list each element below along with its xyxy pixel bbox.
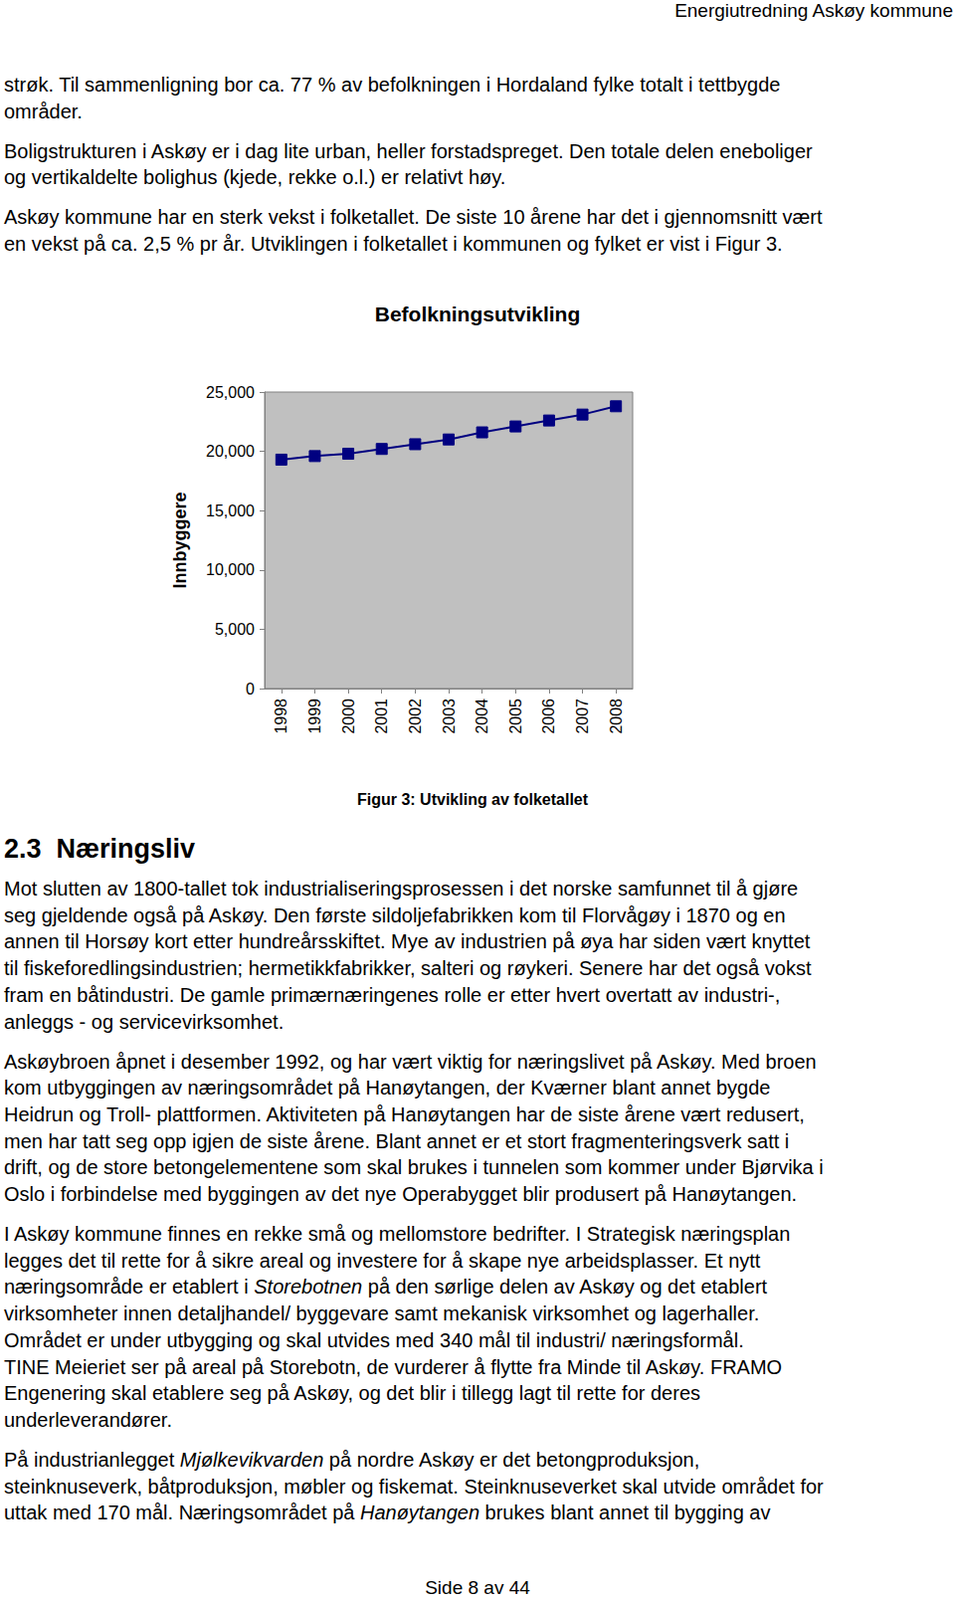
html-text:Figur 3: Utvikling av folketal: Figur 3: Utvikling av folketallet <box>357 790 588 808</box>
html-text:annen til Horsøy kort etter hu: annen til Horsøy kort etter hundreårsski… <box>3 930 811 953</box>
html-text:På industrianlegget Mjølkevikv: På industrianlegget Mjølkevikvarden på n… <box>3 1448 700 1471</box>
html-text:områder.: områder. <box>3 100 83 123</box>
svg-text:2003: 2003 <box>440 698 458 735</box>
html-text:virksomheter innen detaljhande: virksomheter innen detaljhandel/ byggeva… <box>3 1302 760 1325</box>
html-text:anleggs - og servicevirksomhet: anleggs - og servicevirksomhet. <box>3 1010 284 1033</box>
html-text:Side 8 av 44: Side 8 av 44 <box>424 1576 531 1598</box>
html-text:steinknuseverk, båtproduksjon,: steinknuseverk, båtproduksjon, møbler og… <box>3 1474 824 1497</box>
html-text:Askøybroen åpnet i desember 19: Askøybroen åpnet i desember 1992, og har… <box>3 1050 817 1072</box>
html-text:en vekst på ca. 2,5 % pr år. U: en vekst på ca. 2,5 % pr år. Utviklingen… <box>3 232 783 255</box>
svg-text:10,000: 10,000 <box>205 561 255 578</box>
html-text:legges det til rette for å sik: legges det til rette for å sikre areal o… <box>3 1249 761 1272</box>
svg-text:2001: 2001 <box>373 698 390 735</box>
svg-text:Innbyggere: Innbyggere <box>170 491 191 588</box>
svg-text:2000: 2000 <box>340 698 358 735</box>
svg-text:2008: 2008 <box>607 698 625 735</box>
html-text:strøk. Til sammenligning bor c: strøk. Til sammenligning bor ca. 77 % av… <box>3 73 781 96</box>
html-text:fram en båtindustri. De gamle: fram en båtindustri. De gamle primærnæri… <box>3 983 781 1006</box>
html-text:I Askøy kommune finnes en rekk: I Askøy kommune finnes en rekke små og m… <box>3 1222 791 1245</box>
html-text:til fiskeforedlingsindustrien;: til fiskeforedlingsindustrien; hermetikk… <box>3 957 812 979</box>
svg-text:2005: 2005 <box>507 698 525 735</box>
svg-text:2004: 2004 <box>473 698 491 735</box>
svg-text:1998: 1998 <box>272 698 290 735</box>
html-text:Området er under utbygging og: Området er under utbygging og skal utvid… <box>3 1328 744 1351</box>
html-text:uttak med 170 mål. Næringsområ: uttak med 170 mål. Næringsområdet på Han… <box>3 1501 771 1524</box>
svg-text:2002: 2002 <box>406 698 424 735</box>
html-text:seg gjeldende også på Askøy. D: seg gjeldende også på Askøy. Den første … <box>3 903 786 926</box>
html-text:næringsområde er etablert i St: næringsområde er etablert i Storebotnen … <box>3 1275 768 1298</box>
svg-text:2007: 2007 <box>573 698 591 735</box>
html-text:underleverandører.: underleverandører. <box>3 1408 173 1431</box>
svg-text:25,000: 25,000 <box>205 383 255 401</box>
html-text:men har tatt seg opp igjen de: men har tatt seg opp igjen de siste åren… <box>3 1129 790 1152</box>
html-text:Oslo i forbindelse med bygging: Oslo i forbindelse med byggingen av det … <box>3 1182 798 1205</box>
svg-text:5,000: 5,000 <box>214 620 255 638</box>
svg-text:0: 0 <box>245 680 255 698</box>
html-text:Askøy kommune har en sterk vek: Askøy kommune har en sterk vekst i folke… <box>3 206 823 229</box>
svg-text:1999: 1999 <box>306 698 324 735</box>
html-text:drift, og de store betongeleme: drift, og de store betongelementene som … <box>3 1156 824 1179</box>
html-text:Energiutredning Askøy kommune: Energiutredning Askøy kommune <box>674 0 954 21</box>
html-text:og vertikaldelte bolighus (kje: og vertikaldelte bolighus (kjede, rekke … <box>3 166 506 189</box>
html-text:2.3 Næringsliv: 2.3 Næringsliv <box>3 833 196 864</box>
html-text:Boligstrukturen i Askøy er i d: Boligstrukturen i Askøy er i dag lite ur… <box>3 139 813 162</box>
html-text:Mot slutten av 1800-tallet tok: Mot slutten av 1800-tallet tok industria… <box>3 877 799 900</box>
svg-text:15,000: 15,000 <box>205 502 255 520</box>
html-text:kom utbyggingen av næringsområ: kom utbyggingen av næringsområdet på Han… <box>3 1076 771 1099</box>
html-text:Engenering skal etablere seg p: Engenering skal etablere seg på Askøy, o… <box>3 1382 701 1404</box>
svg-text:20,000: 20,000 <box>205 442 255 460</box>
svg-text:Befolkningsutvikling: Befolkningsutvikling <box>375 302 581 326</box>
html-text:Heidrun og Troll- plattformen.: Heidrun og Troll- plattformen. Aktivitet… <box>3 1103 805 1126</box>
html-text:TINE Meieriet ser på areal på: TINE Meieriet ser på areal på Storebotn,… <box>3 1355 783 1378</box>
svg-text:2006: 2006 <box>540 698 558 735</box>
